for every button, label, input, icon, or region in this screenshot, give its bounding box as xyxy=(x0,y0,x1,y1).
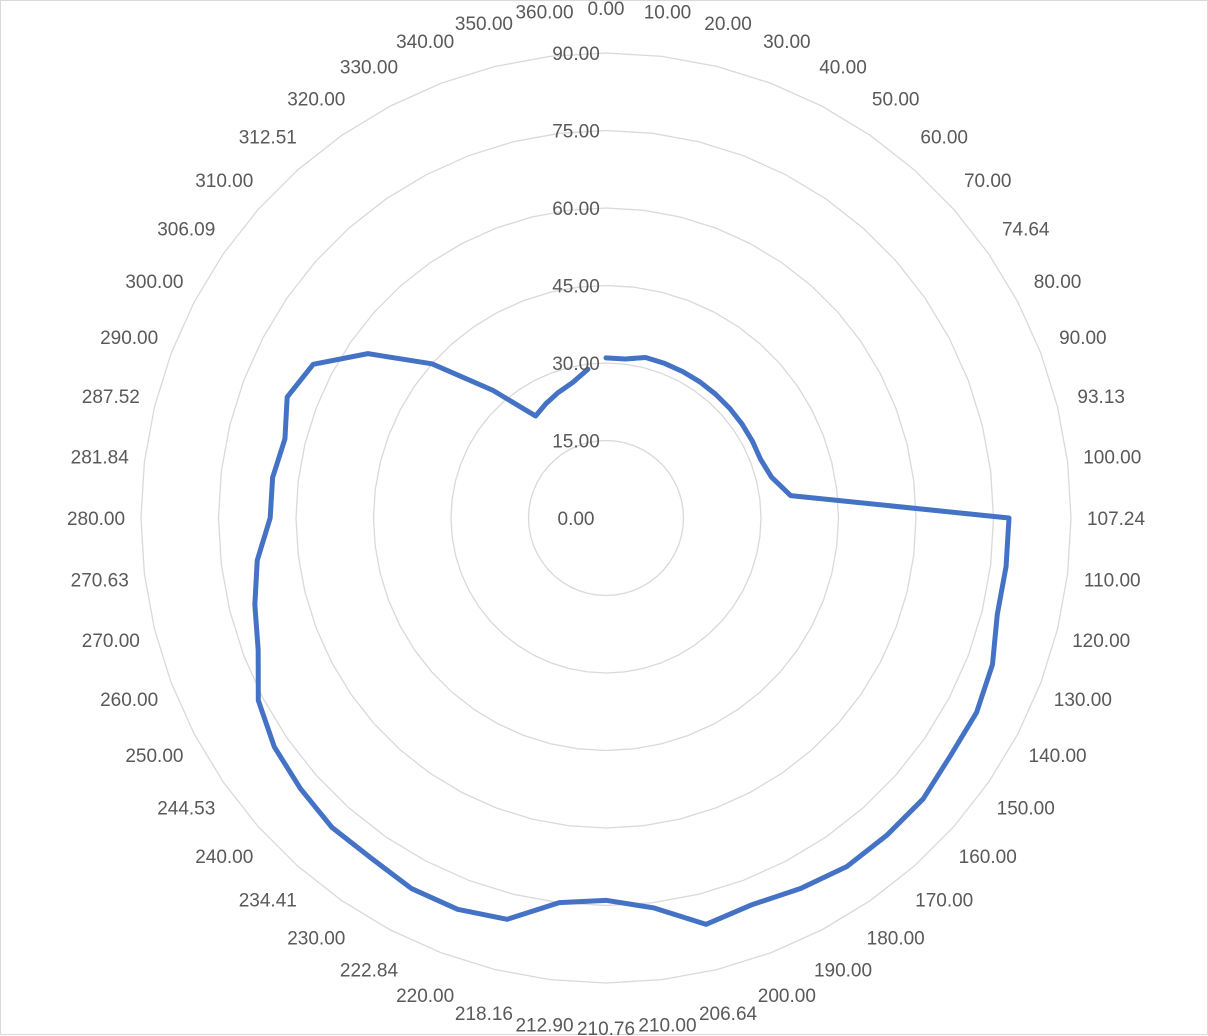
ring-label: 45.00 xyxy=(552,277,600,298)
ring-labels: 0.00 15.00 30.00 45.00 60.00 75.00 90.00 xyxy=(552,44,600,530)
ring-label: 90.00 xyxy=(552,44,600,65)
category-label: 150.00 xyxy=(997,799,1055,820)
ring-label: 15.00 xyxy=(552,432,600,453)
category-label: 60.00 xyxy=(920,127,968,148)
category-labels: 0.00 10.0020.0030.0040.0050.0060.0070.007… xyxy=(67,1,1146,1036)
category-label: 330.00 xyxy=(340,57,398,78)
category-label: 234.41 xyxy=(239,891,297,912)
ring-label: 30.00 xyxy=(552,354,600,375)
category-label: 220.00 xyxy=(396,986,454,1007)
category-label: 206.64 xyxy=(699,1004,758,1025)
category-label: 270.00 xyxy=(82,631,140,652)
category-label: 170.00 xyxy=(915,891,973,912)
category-label: 80.00 xyxy=(1034,272,1082,293)
category-label: 280.00 xyxy=(67,509,125,530)
gridlines xyxy=(140,52,1072,984)
category-label: 90.00 xyxy=(1059,328,1107,349)
category-label: 130.00 xyxy=(1054,690,1112,711)
category-label: 340.00 xyxy=(396,32,454,53)
category-label: 40.00 xyxy=(819,57,867,78)
category-label: 290.00 xyxy=(100,328,158,349)
category-label: 74.64 xyxy=(1002,219,1050,240)
category-label: 140.00 xyxy=(1029,746,1087,767)
ring-label: 60.00 xyxy=(552,199,600,220)
ring-label: 0.00 xyxy=(558,509,595,530)
gridline-ring xyxy=(140,52,1072,984)
category-label: 120.00 xyxy=(1072,631,1130,652)
category-label: 360.00 xyxy=(515,3,573,24)
category-label: 212.90 xyxy=(515,1015,573,1036)
category-label: 0.00 xyxy=(588,1,625,20)
category-label: 306.09 xyxy=(157,219,215,240)
category-label: 107.24 xyxy=(1087,509,1146,530)
gridline-ring xyxy=(372,284,840,752)
category-label: 70.00 xyxy=(964,171,1012,192)
gridline-ring xyxy=(217,129,995,907)
gridline-ring xyxy=(527,439,685,597)
category-label: 260.00 xyxy=(100,690,158,711)
category-label: 210.00 xyxy=(638,1015,696,1036)
category-label: 50.00 xyxy=(872,89,920,110)
category-label: 310.00 xyxy=(195,171,253,192)
category-label: 93.13 xyxy=(1077,387,1125,408)
category-label: 244.53 xyxy=(157,799,215,820)
category-label: 200.00 xyxy=(758,986,816,1007)
gridline-ring xyxy=(450,362,762,674)
category-label: 20.00 xyxy=(704,14,752,35)
category-label: 160.00 xyxy=(959,847,1017,868)
category-label: 10.00 xyxy=(644,3,692,24)
category-label: 312.51 xyxy=(239,127,297,148)
category-label: 287.52 xyxy=(82,387,140,408)
category-label: 180.00 xyxy=(867,929,925,950)
category-label: 30.00 xyxy=(763,32,811,53)
category-label: 218.16 xyxy=(455,1004,513,1025)
category-label: 240.00 xyxy=(195,847,253,868)
category-label: 350.00 xyxy=(455,14,513,35)
category-label: 300.00 xyxy=(125,272,183,293)
category-label: 100.00 xyxy=(1083,448,1141,469)
category-label: 222.84 xyxy=(340,961,399,982)
category-label: 250.00 xyxy=(125,746,183,767)
series-line xyxy=(252,351,1012,927)
category-label: 110.00 xyxy=(1084,570,1141,591)
category-label: 190.00 xyxy=(814,961,872,982)
category-label: 320.00 xyxy=(287,89,345,110)
category-label: 230.00 xyxy=(287,929,345,950)
series-layer xyxy=(252,351,1012,927)
ring-label: 75.00 xyxy=(552,122,600,143)
category-label: 270.63 xyxy=(71,570,129,591)
category-label: 281.84 xyxy=(71,448,130,469)
gridline-ring xyxy=(295,207,917,829)
category-label: 210.76 xyxy=(577,1019,635,1036)
